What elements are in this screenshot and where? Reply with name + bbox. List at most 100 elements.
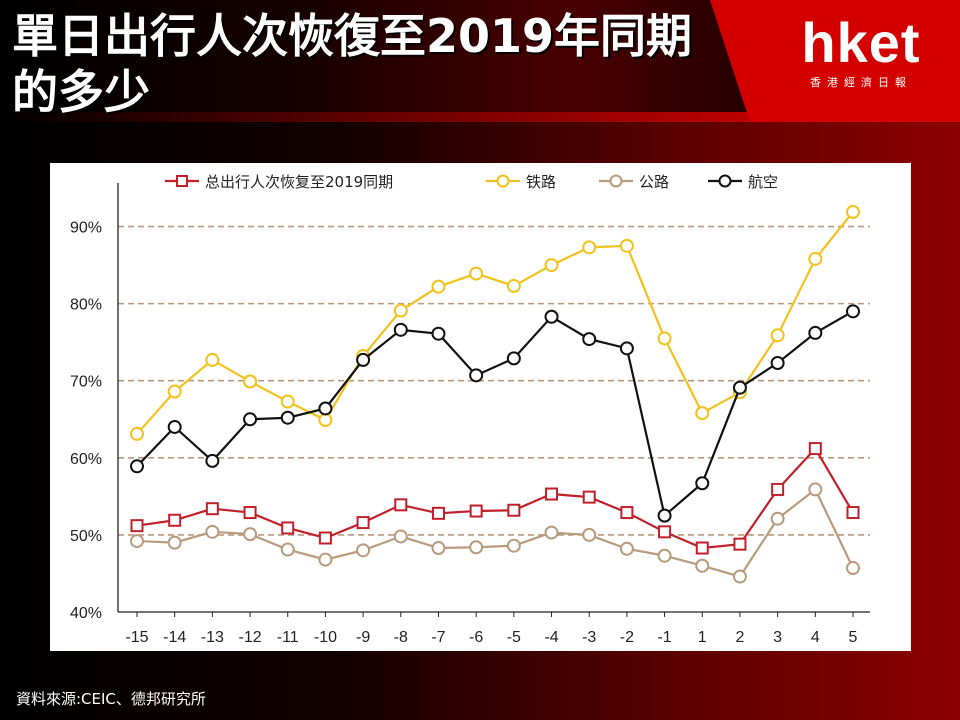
- data-point-rail: [431, 279, 446, 294]
- data-point-road: [356, 543, 371, 558]
- data-point-road: [582, 527, 597, 542]
- data-point-total: [658, 525, 672, 539]
- y-tick-label: 70%: [70, 374, 102, 391]
- data-point-total: [356, 516, 370, 530]
- hket-logo: hket 香港經濟日報: [786, 14, 936, 90]
- x-tick-label: 5: [849, 629, 858, 646]
- data-point-rail: [205, 352, 220, 367]
- legend-label-air: 航空: [748, 173, 778, 191]
- data-point-total: [846, 506, 860, 520]
- data-point-rail: [657, 331, 672, 346]
- data-point-rail: [619, 238, 634, 253]
- data-point-road: [619, 541, 634, 556]
- data-point-air: [318, 401, 333, 416]
- legend-marker-rail: [496, 174, 510, 188]
- x-tick-label: -15: [125, 629, 148, 646]
- legend-marker-total: [176, 175, 188, 187]
- data-point-rail: [770, 328, 785, 343]
- data-point-total: [130, 519, 144, 533]
- logo-panel: [710, 0, 960, 122]
- y-tick-label: 40%: [70, 605, 102, 622]
- x-tick-label: -7: [431, 629, 445, 646]
- data-point-air: [619, 341, 634, 356]
- data-point-air: [808, 325, 823, 340]
- data-point-road: [469, 540, 484, 555]
- x-tick-label: -1: [657, 629, 671, 646]
- data-point-rail: [167, 384, 182, 399]
- data-point-air: [732, 380, 747, 395]
- data-point-rail: [695, 406, 710, 421]
- data-point-rail: [130, 426, 144, 441]
- data-point-rail: [280, 394, 295, 409]
- x-tick-label: -10: [314, 629, 337, 646]
- data-point-total: [733, 537, 747, 551]
- x-tick-label: 1: [698, 629, 707, 646]
- data-point-rail: [243, 374, 258, 389]
- data-point-air: [205, 453, 220, 468]
- data-point-rail: [393, 303, 408, 318]
- data-point-air: [243, 412, 258, 427]
- data-point-rail: [506, 278, 521, 293]
- legend-label-road: 公路: [639, 173, 669, 191]
- data-point-road: [770, 511, 785, 526]
- data-point-air: [356, 352, 371, 367]
- data-point-air: [582, 332, 597, 347]
- data-point-road: [205, 524, 220, 539]
- logo-subtitle: 香港經濟日報: [810, 76, 912, 89]
- data-point-total: [394, 498, 408, 512]
- x-tick-label: -8: [394, 629, 408, 646]
- data-point-total: [168, 513, 182, 527]
- data-point-air: [695, 476, 710, 491]
- data-point-total: [620, 506, 634, 520]
- line-chart: 40%50%60%70%80%90%-15 -14 -13 -12 -11 -10 -9 -8…: [70, 173, 870, 646]
- data-point-rail: [846, 204, 860, 219]
- data-point-rail: [469, 266, 484, 281]
- x-tick-label: -6: [469, 629, 483, 646]
- legend-label-total: 总出行人次恢复至2019同期: [205, 173, 393, 191]
- data-point-road: [506, 538, 521, 553]
- data-point-total: [243, 506, 257, 520]
- chart-panel: 40% 50% 60% 70% 80% 90% -15 -14 -13 -12 -11 -10 -9 -8…: [50, 163, 911, 651]
- data-point-air: [130, 459, 144, 474]
- source-note: 資料來源:CEIC、德邦研究所: [16, 690, 206, 708]
- data-point-total: [582, 490, 596, 504]
- legend-label-rail: 铁路: [526, 173, 556, 191]
- data-point-road: [808, 482, 823, 497]
- x-tick-label: -5: [507, 629, 521, 646]
- data-point-rail: [582, 240, 597, 255]
- x-tick-label: -14: [163, 629, 186, 646]
- data-point-total: [318, 531, 332, 545]
- data-point-air: [657, 508, 672, 523]
- data-point-total: [281, 521, 295, 535]
- data-point-total: [545, 487, 559, 501]
- logo-wordmark: hket: [801, 11, 921, 74]
- data-point-rail: [808, 251, 823, 266]
- data-point-air: [431, 326, 446, 341]
- y-tick-label: 80%: [70, 297, 102, 314]
- x-tick-label: -11: [277, 629, 299, 646]
- y-tick-label: 60%: [70, 451, 102, 468]
- data-point-air: [469, 368, 484, 383]
- data-point-rail: [544, 258, 559, 273]
- data-point-air: [393, 322, 408, 337]
- series-line-rail: [136, 211, 854, 435]
- data-point-road: [243, 527, 258, 542]
- x-tick-label: -13: [201, 629, 224, 646]
- page-title: 單日出行人次恢復至2019年同期的多少: [12, 9, 693, 119]
- data-point-air: [544, 309, 559, 324]
- data-point-total: [507, 503, 521, 517]
- data-point-road: [544, 525, 559, 540]
- data-point-air: [280, 410, 295, 425]
- legend-marker-road: [609, 174, 623, 188]
- series-line-air: [136, 310, 854, 518]
- data-point-road: [318, 552, 333, 567]
- data-point-road: [695, 558, 710, 573]
- data-point-road: [280, 542, 295, 557]
- legend-marker-air: [718, 174, 732, 188]
- data-point-road: [130, 534, 144, 549]
- data-point-road: [431, 541, 446, 556]
- data-point-total: [808, 442, 822, 456]
- data-point-road: [393, 529, 408, 544]
- data-point-total: [695, 541, 709, 555]
- data-point-air: [506, 351, 521, 366]
